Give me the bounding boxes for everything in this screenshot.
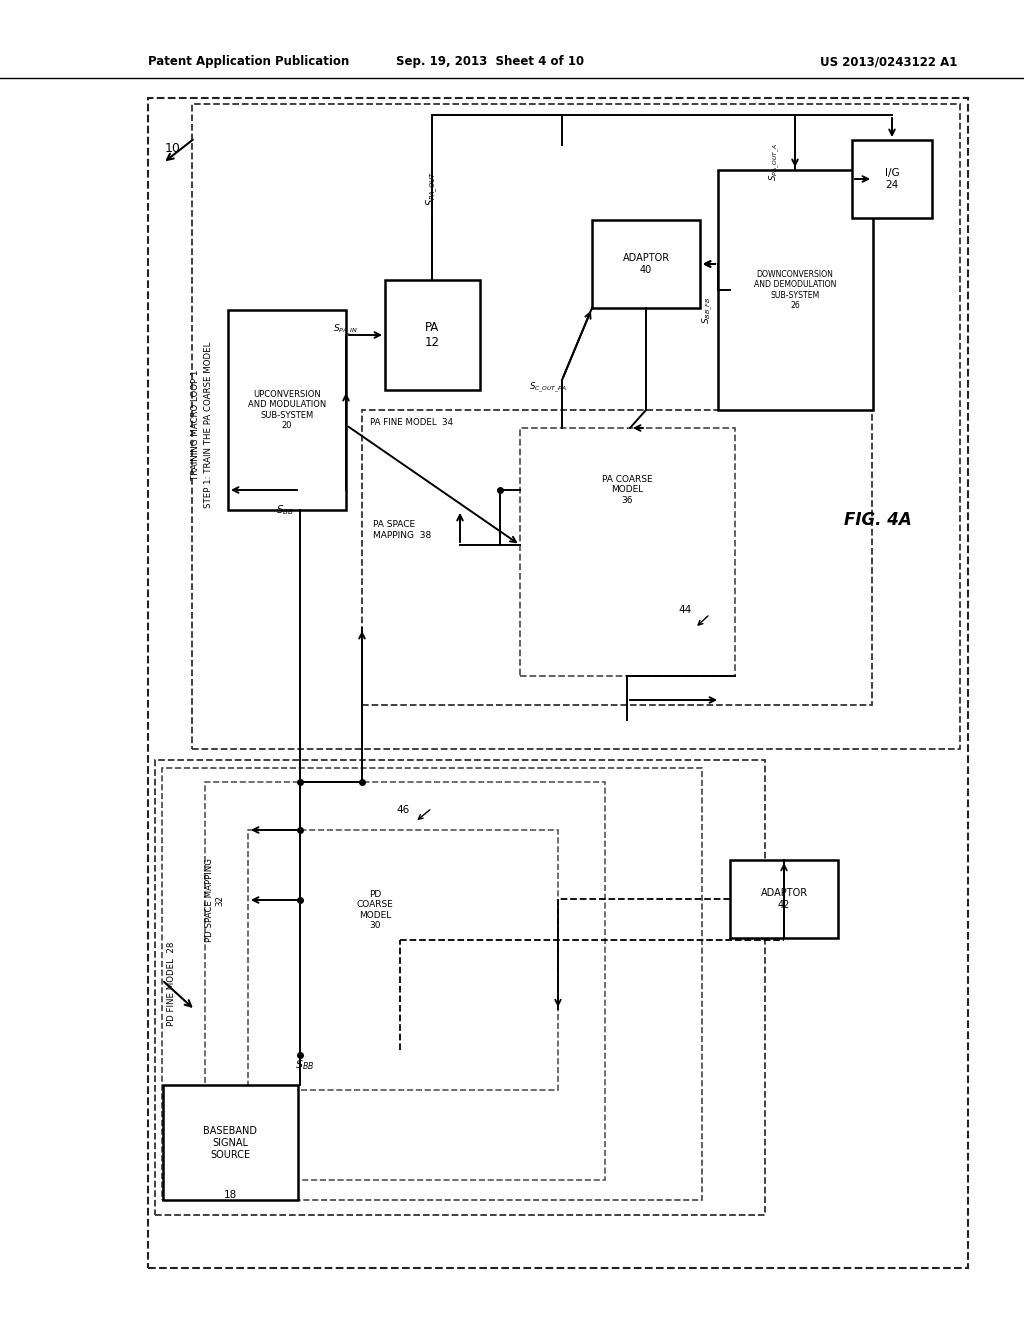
Text: ADAPTOR
40: ADAPTOR 40 [623,253,670,275]
Text: PD FINE MODEL  28: PD FINE MODEL 28 [168,941,176,1026]
Text: PD
COARSE
MODEL
30: PD COARSE MODEL 30 [356,890,393,931]
Text: Patent Application Publication: Patent Application Publication [148,55,349,69]
Text: 18: 18 [223,1191,237,1200]
Bar [228,310,346,510]
Text: I/G
24: I/G 24 [885,168,899,190]
Bar [155,760,765,1214]
Bar [163,1085,298,1200]
Text: PA COARSE
MODEL
36: PA COARSE MODEL 36 [602,475,652,504]
Text: $S_{BB}$: $S_{BB}$ [275,503,294,517]
Text: Sep. 19, 2013  Sheet 4 of 10: Sep. 19, 2013 Sheet 4 of 10 [396,55,584,69]
Bar [148,98,968,1269]
Bar [730,861,838,939]
Text: DOWNCONVERSION
AND DEMODULATION
SUB-SYSTEM
26: DOWNCONVERSION AND DEMODULATION SUB-SYST… [754,269,837,310]
Bar [592,220,700,308]
Text: UPCONVERSION
AND MODULATION
SUB-SYSTEM
20: UPCONVERSION AND MODULATION SUB-SYSTEM 2… [248,389,326,430]
Bar [362,411,872,705]
Text: BASEBAND
SIGNAL
SOURCE: BASEBAND SIGNAL SOURCE [203,1126,257,1159]
Bar [205,781,605,1180]
Text: PA SPACE
MAPPING  38: PA SPACE MAPPING 38 [373,520,431,540]
Text: 44: 44 [678,605,691,615]
Bar [248,830,558,1090]
Text: PA
12: PA 12 [425,321,439,348]
Bar [520,428,735,676]
Text: PD SPACE MAPPING
32: PD SPACE MAPPING 32 [205,858,224,942]
Text: FIG. 4A: FIG. 4A [844,511,912,529]
Text: US 2013/0243122 A1: US 2013/0243122 A1 [820,55,957,69]
Text: PA FINE MODEL  34: PA FINE MODEL 34 [370,418,454,426]
Text: ADAPTOR
42: ADAPTOR 42 [761,888,808,909]
Bar [852,140,932,218]
Bar [162,768,702,1200]
Text: $S_{PA\_OUT}$: $S_{PA\_OUT}$ [424,170,439,206]
Text: $S_{PA\_IN}$: $S_{PA\_IN}$ [333,323,358,337]
Text: $S_{BB\_FB}$: $S_{BB\_FB}$ [700,297,715,323]
Text: $S_{C\_OUT\_PA}$: $S_{C\_OUT\_PA}$ [529,380,567,395]
Bar [718,170,873,411]
Text: 46: 46 [396,805,410,814]
Text: $S_{BB}$: $S_{BB}$ [295,1059,314,1072]
Text: 10: 10 [165,141,181,154]
Text: TRAINING MACRO LOOP 1
STEP 1: TRAIN THE PA COARSE MODEL: TRAINING MACRO LOOP 1 STEP 1: TRAIN THE … [191,342,213,508]
Bar [193,104,961,748]
Bar [385,280,480,389]
Text: $S_{PA\_OUT\_A}$: $S_{PA\_OUT\_A}$ [768,143,782,181]
